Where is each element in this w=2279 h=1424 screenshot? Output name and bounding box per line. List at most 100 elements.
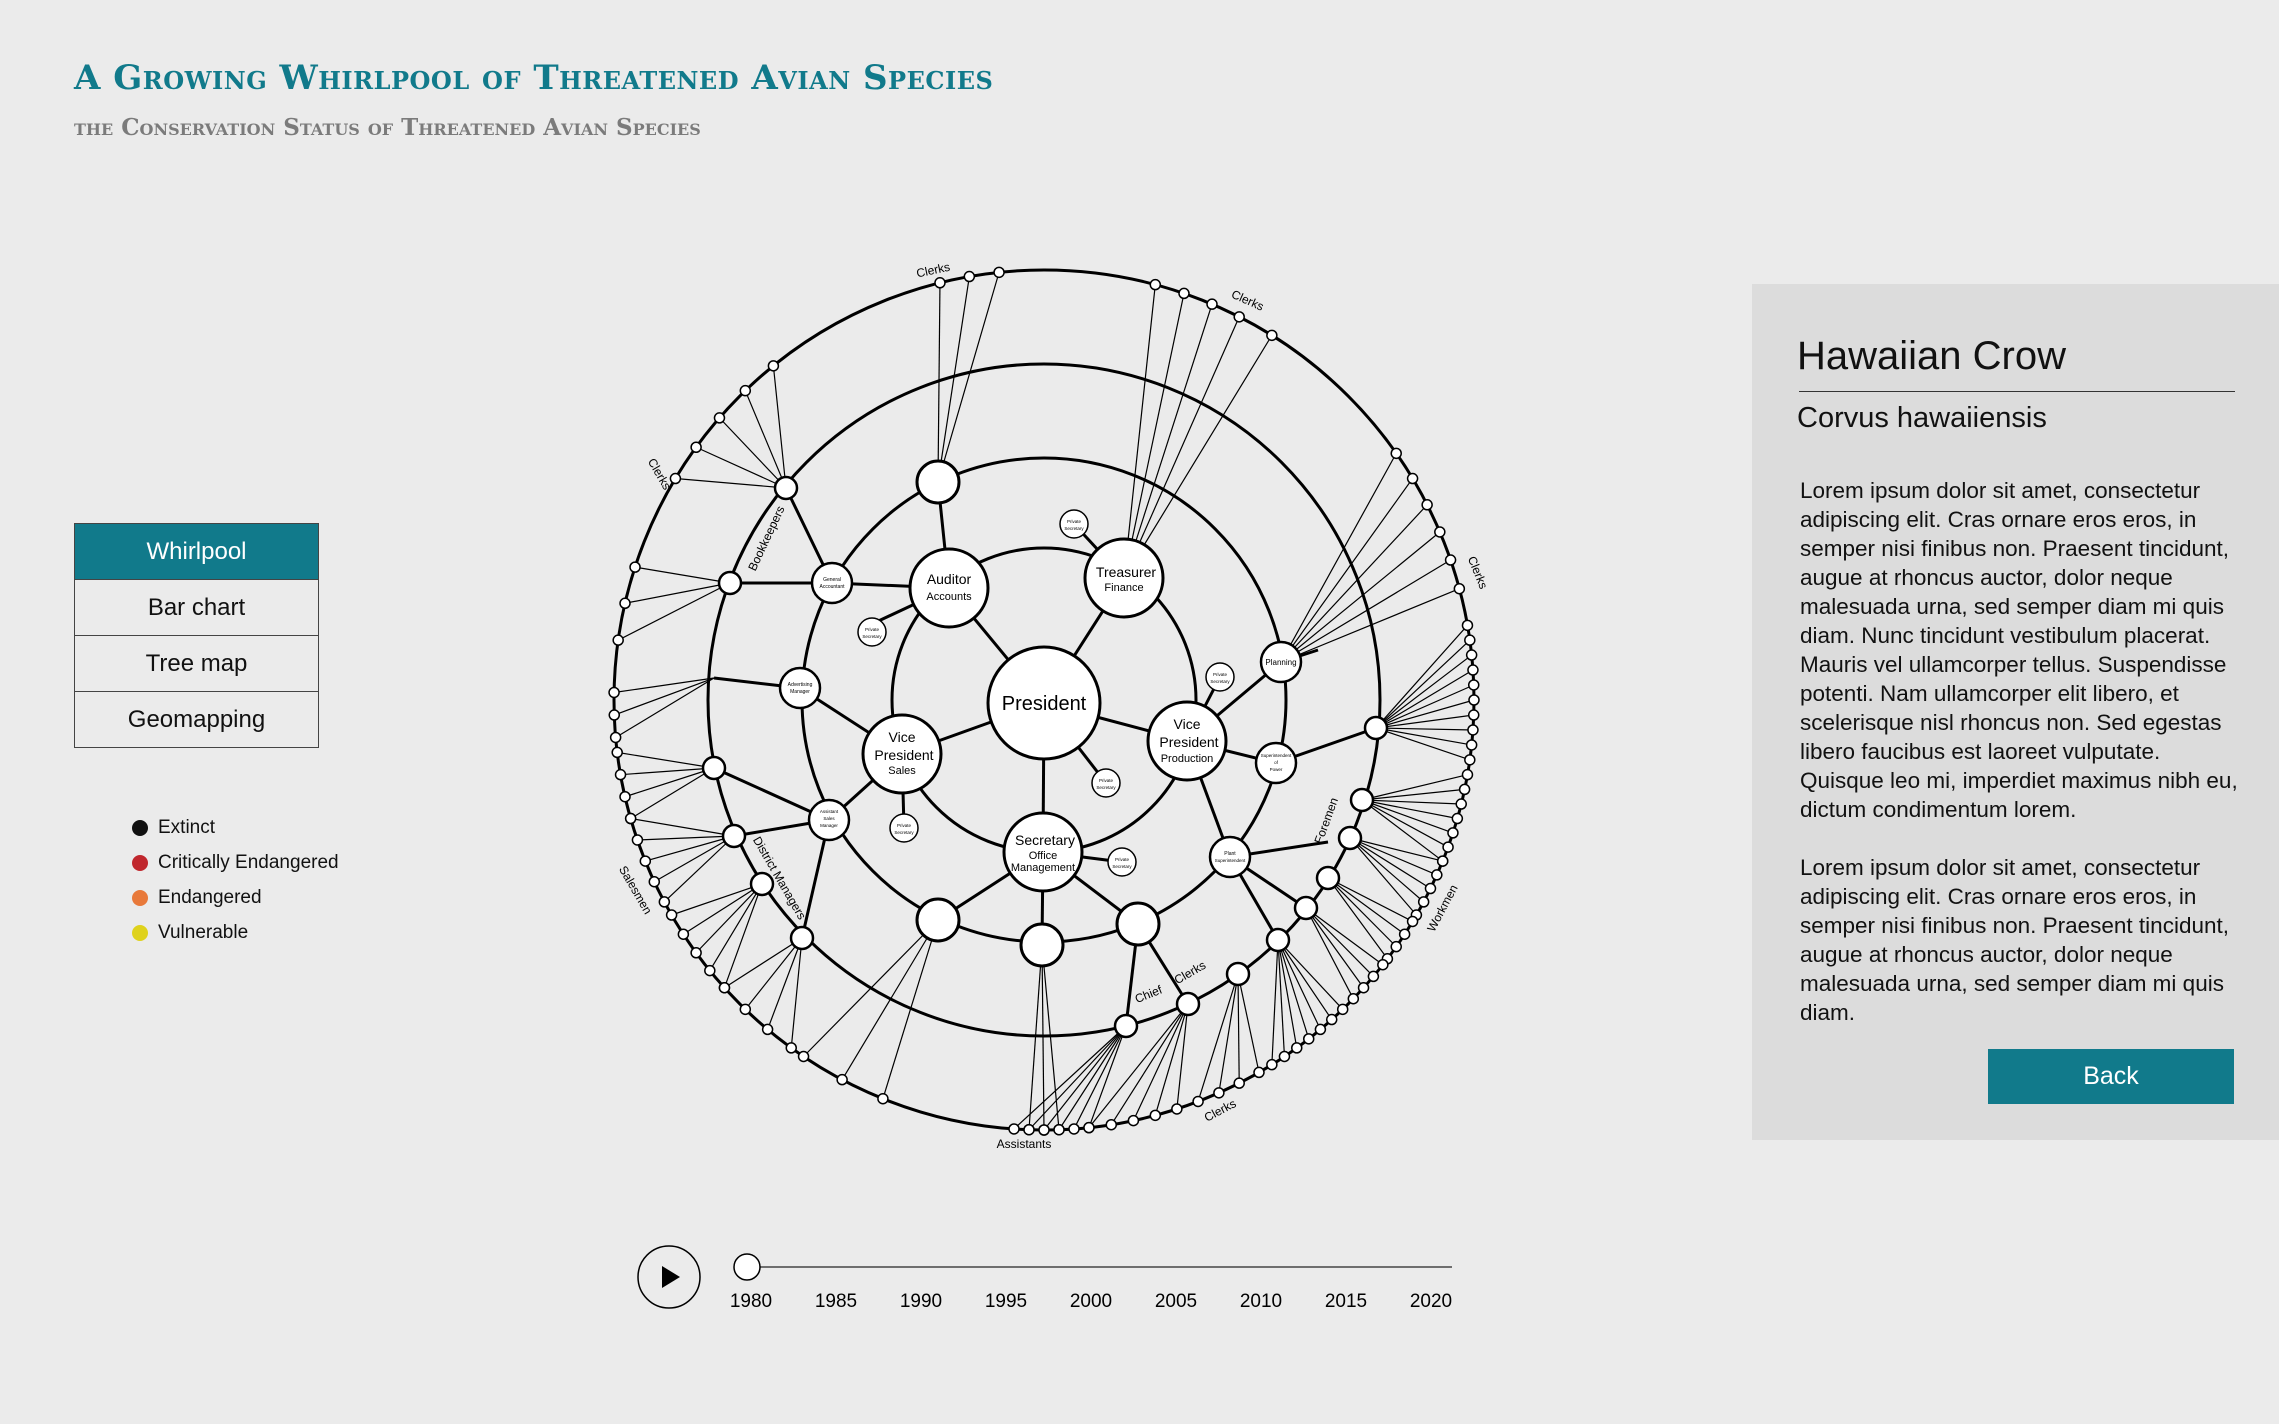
node-general-accountant[interactable]: General Accountant bbox=[812, 563, 852, 603]
leaf-node bbox=[1465, 635, 1475, 645]
leaf-node bbox=[1454, 584, 1464, 594]
leaf-node bbox=[1150, 1110, 1160, 1120]
private-secretary-label: Private bbox=[1115, 857, 1130, 862]
node-sublabel: Accounts bbox=[926, 591, 972, 603]
leaf-node bbox=[691, 948, 701, 958]
outer-label: Assistants bbox=[997, 1137, 1052, 1151]
leaf-node bbox=[1084, 1123, 1094, 1133]
node-planning[interactable]: Planning bbox=[1261, 642, 1301, 682]
leaf-edge bbox=[696, 884, 762, 953]
leaf-node bbox=[1446, 555, 1456, 565]
node-sublabel: Management bbox=[1011, 862, 1075, 874]
leaf-edge bbox=[654, 836, 734, 882]
leaf-node bbox=[1039, 1125, 1049, 1135]
leaf-edge bbox=[1376, 728, 1473, 730]
leaf-node bbox=[611, 732, 621, 742]
private-secretary-node bbox=[1108, 848, 1136, 876]
node-label: General bbox=[823, 577, 841, 583]
leaf-node bbox=[1378, 960, 1388, 970]
leaf-node bbox=[837, 1075, 847, 1085]
leaf-node bbox=[1338, 1004, 1348, 1014]
node-advertising-manager[interactable]: Advertising Manager bbox=[780, 668, 820, 708]
ring-node bbox=[1177, 993, 1199, 1015]
species-description-2: Lorem ipsum dolor sit amet, consectetur … bbox=[1800, 853, 2240, 1027]
leaf-node bbox=[964, 272, 974, 282]
leaf-edge bbox=[1362, 800, 1448, 847]
leaf-node bbox=[1368, 971, 1378, 981]
leaf-node bbox=[1408, 474, 1418, 484]
leaf-edge bbox=[1124, 293, 1184, 578]
leaf-edge bbox=[1328, 878, 1396, 947]
leaf-node bbox=[1462, 620, 1472, 630]
species-description-1: Lorem ipsum dolor sit amet, consectetur … bbox=[1800, 476, 2240, 824]
leaf-node bbox=[1469, 680, 1479, 690]
ring-node bbox=[1317, 867, 1339, 889]
timeline-handle[interactable] bbox=[734, 1254, 760, 1280]
leaf-edge bbox=[1350, 838, 1416, 915]
leaf-node bbox=[1106, 1120, 1116, 1130]
leaf-node bbox=[1468, 725, 1478, 735]
node-label: Vice bbox=[889, 729, 916, 745]
node-treasurer[interactable]: Treasurer Finance bbox=[1085, 539, 1163, 617]
node-vp-sales[interactable]: Vice President Sales bbox=[863, 715, 941, 793]
leaf-node bbox=[609, 710, 619, 720]
leaf-edge bbox=[883, 920, 938, 1099]
outer-label: Clerks bbox=[645, 456, 674, 492]
leaf-node bbox=[1452, 814, 1462, 824]
node-auditor[interactable]: Auditor Accounts bbox=[910, 549, 988, 627]
leaf-edge bbox=[617, 752, 714, 768]
leaf-edge bbox=[631, 819, 734, 836]
leaf-node bbox=[1304, 1034, 1314, 1044]
leaf-node bbox=[1054, 1125, 1064, 1135]
leaf-node bbox=[1448, 828, 1458, 838]
leaf-node bbox=[632, 835, 642, 845]
node-label: President bbox=[1159, 734, 1218, 750]
node-superintendent-power[interactable]: Superintendent of Power bbox=[1256, 743, 1296, 783]
leaf-node bbox=[1267, 330, 1277, 340]
leaf-node bbox=[620, 792, 630, 802]
ring-node bbox=[775, 477, 797, 499]
leaf-edge bbox=[1306, 908, 1373, 976]
node-label: Superintendent bbox=[1215, 858, 1246, 863]
leaf-node bbox=[1069, 1124, 1079, 1134]
node-vp-production[interactable]: Vice President Production bbox=[1148, 702, 1226, 780]
ring-node bbox=[1021, 924, 1063, 966]
leaf-node bbox=[1465, 755, 1475, 765]
leaf-node bbox=[1207, 299, 1217, 309]
node-assistant-sales-manager[interactable]: Assistant Sales Manager bbox=[809, 800, 849, 840]
leaf-edge bbox=[1219, 974, 1238, 1093]
leaf-node bbox=[1408, 916, 1418, 926]
private-secretary-label: Private bbox=[897, 823, 912, 828]
play-button[interactable] bbox=[638, 1246, 700, 1308]
private-secretary-label: Private bbox=[1067, 519, 1082, 524]
outer-label: Clerks bbox=[1202, 1096, 1239, 1124]
back-button[interactable]: Back bbox=[1988, 1049, 2234, 1104]
leaf-node bbox=[799, 1051, 809, 1061]
leaf-node bbox=[1438, 856, 1448, 866]
leaf-node bbox=[1467, 650, 1477, 660]
private-secretary-node bbox=[858, 618, 886, 646]
leaf-edge bbox=[1278, 940, 1320, 1029]
outer-label: Clerks bbox=[1229, 287, 1266, 314]
node-secretary[interactable]: Secretary Office Management bbox=[1004, 813, 1082, 891]
node-label: Assistant bbox=[820, 809, 839, 814]
leaf-node bbox=[1469, 695, 1479, 705]
leaf-edge bbox=[614, 678, 714, 692]
leaf-node bbox=[1391, 448, 1401, 458]
node-circle bbox=[780, 668, 820, 708]
leaf-edge bbox=[672, 884, 762, 915]
leaf-node bbox=[1460, 784, 1470, 794]
leaf-node bbox=[1469, 710, 1479, 720]
leaf-edge bbox=[791, 938, 802, 1048]
leaf-node bbox=[1172, 1104, 1182, 1114]
private-secretary-label: Secretary bbox=[1112, 864, 1132, 869]
outer-label: Foremen bbox=[1311, 796, 1341, 846]
node-label: Manager bbox=[790, 689, 810, 695]
node-plant-superintendent[interactable]: Plant Superintendent bbox=[1210, 837, 1250, 877]
leaf-edge bbox=[1362, 775, 1467, 800]
private-secretary-label: Secretary bbox=[1064, 526, 1084, 531]
center-node[interactable]: President bbox=[988, 647, 1100, 759]
leaf-node bbox=[626, 814, 636, 824]
ring-node bbox=[1115, 1015, 1137, 1037]
leaf-node bbox=[1179, 288, 1189, 298]
